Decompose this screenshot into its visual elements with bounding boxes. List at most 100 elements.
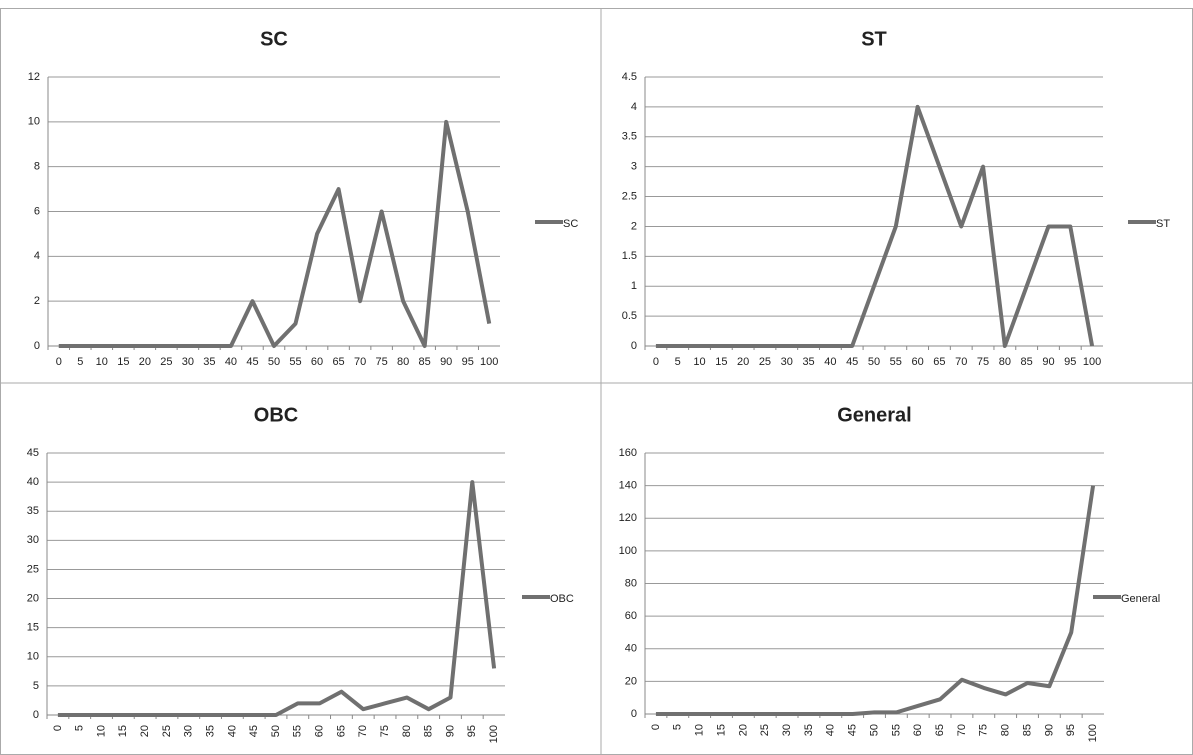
y-tick-label: 160	[619, 447, 637, 459]
x-tick-label: 5	[74, 725, 86, 731]
y-tick-label: 8	[34, 161, 40, 173]
frame	[0, 8, 1193, 755]
y-tick-label: 0	[631, 340, 637, 352]
x-tick-label: 35	[204, 725, 216, 737]
x-tick-label: 0	[653, 356, 659, 368]
x-tick-label: 95	[466, 725, 478, 737]
y-tick-label: 20	[625, 675, 637, 687]
x-tick-label: 75	[977, 356, 989, 368]
x-tick-label: 75	[375, 356, 387, 368]
y-tick-label: 3	[631, 161, 637, 173]
x-tick-label: 20	[139, 356, 151, 368]
x-tick-label: 60	[311, 356, 323, 368]
x-tick-label: 40	[226, 725, 238, 737]
x-tick-label: 70	[955, 356, 967, 368]
y-tick-label: 0	[33, 709, 39, 721]
y-tick-label: 10	[27, 651, 39, 663]
x-tick-label: 10	[694, 724, 706, 736]
y-tick-label: 2	[631, 220, 637, 232]
x-tick-label: 10	[96, 356, 108, 368]
x-tick-label: 60	[314, 725, 326, 737]
x-tick-label: 45	[246, 356, 258, 368]
x-tick-label: 55	[890, 724, 902, 736]
x-tick-label: 40	[824, 356, 836, 368]
x-tick-label: 5	[77, 356, 83, 368]
legend-label: OBC	[550, 593, 574, 605]
x-tick-label: 15	[715, 356, 727, 368]
x-tick-label: 20	[737, 724, 749, 736]
x-tick-label: 90	[440, 356, 452, 368]
x-tick-label: 100	[480, 356, 498, 368]
x-tick-label: 30	[182, 356, 194, 368]
y-tick-label: 3.5	[622, 131, 637, 143]
x-tick-label: 5	[672, 724, 684, 730]
x-tick-label: 20	[737, 356, 749, 368]
x-tick-label: 60	[912, 724, 924, 736]
x-tick-label: 75	[379, 725, 391, 737]
x-tick-label: 90	[1043, 724, 1055, 736]
y-tick-label: 4	[631, 101, 637, 113]
y-tick-label: 120	[619, 512, 637, 524]
y-tick-label: 100	[619, 545, 637, 557]
x-tick-label: 25	[161, 725, 173, 737]
x-tick-label: 45	[847, 724, 859, 736]
x-tick-label: 15	[117, 725, 129, 737]
x-tick-label: 90	[1042, 356, 1054, 368]
x-tick-label: 50	[868, 356, 880, 368]
series-line	[655, 104, 1095, 348]
x-tick-label: 50	[270, 725, 282, 737]
y-tick-label: 4.5	[622, 71, 637, 83]
x-tick-label: 70	[354, 356, 366, 368]
y-tick-label: 15	[27, 622, 39, 634]
x-tick-label: 100	[1087, 724, 1099, 742]
y-tick-label: 2.5	[622, 190, 637, 202]
x-tick-label: 95	[462, 356, 474, 368]
x-tick-label: 95	[1065, 724, 1077, 736]
x-tick-label: 15	[715, 724, 727, 736]
y-tick-label: 4	[34, 250, 40, 262]
series-line	[655, 485, 1096, 716]
x-tick-label: 85	[419, 356, 431, 368]
y-tick-label: 12	[28, 71, 40, 83]
x-tick-label: 0	[56, 356, 62, 368]
y-tick-label: 25	[27, 563, 39, 575]
x-tick-label: 25	[759, 356, 771, 368]
chart-title: ST	[861, 28, 887, 50]
y-tick-label: 1.5	[622, 250, 637, 262]
y-tick-label: 0	[34, 340, 40, 352]
x-tick-label: 10	[95, 725, 107, 737]
y-tick-label: 5	[33, 680, 39, 692]
x-tick-label: 10	[693, 356, 705, 368]
series-line	[57, 480, 497, 717]
y-tick-label: 0	[631, 708, 637, 720]
x-tick-label: 70	[357, 725, 369, 737]
x-tick-label: 40	[225, 356, 237, 368]
x-tick-label: 45	[846, 356, 858, 368]
y-tick-label: 140	[619, 480, 637, 492]
x-tick-label: 35	[203, 356, 215, 368]
legend-label: SC	[563, 218, 578, 230]
legend-label: General	[1121, 593, 1160, 605]
x-tick-label: 75	[978, 724, 990, 736]
x-tick-label: 80	[999, 356, 1011, 368]
y-tick-label: 0.5	[622, 310, 637, 322]
x-tick-label: 65	[934, 724, 946, 736]
x-tick-label: 30	[781, 356, 793, 368]
y-tick-label: 60	[625, 610, 637, 622]
y-tick-label: 1	[631, 280, 637, 292]
series-line	[58, 119, 492, 348]
x-tick-label: 80	[1000, 724, 1012, 736]
x-tick-label: 55	[292, 725, 304, 737]
x-tick-label: 100	[488, 725, 500, 743]
x-tick-label: 85	[1021, 724, 1033, 736]
x-tick-label: 30	[781, 724, 793, 736]
x-tick-label: 80	[401, 725, 413, 737]
y-tick-label: 35	[27, 505, 39, 517]
y-tick-label: 10	[28, 116, 40, 128]
x-tick-label: 35	[803, 724, 815, 736]
y-tick-label: 30	[27, 534, 39, 546]
x-tick-label: 0	[52, 725, 64, 731]
x-tick-label: 25	[160, 356, 172, 368]
chart-title: SC	[260, 28, 288, 50]
